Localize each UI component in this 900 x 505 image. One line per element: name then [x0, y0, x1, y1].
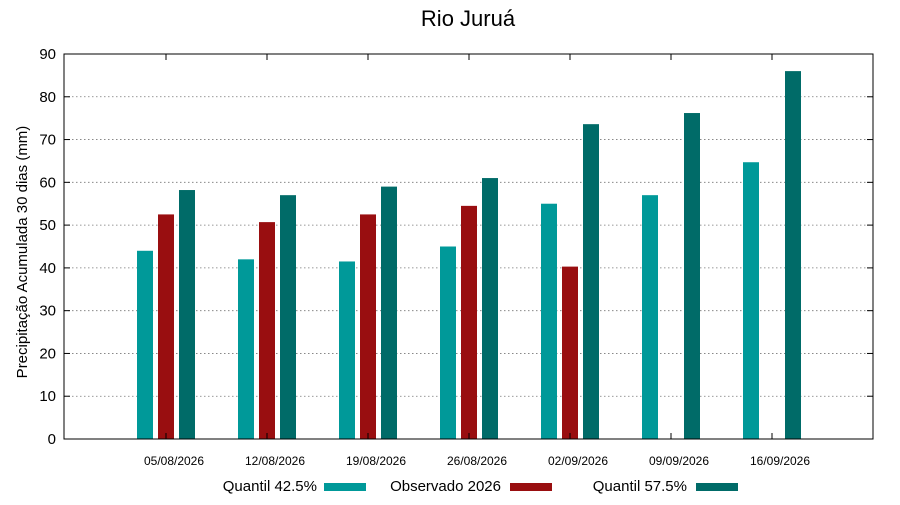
x-tick-label: 26/08/2026 [447, 454, 507, 468]
chart-title: Rio Juruá [421, 6, 516, 31]
legend-swatch [510, 483, 552, 491]
y-axis-label: Precipitação Acumulada 30 dias (mm) [14, 126, 31, 379]
y-tick-label: 80 [39, 89, 56, 106]
bar [583, 124, 599, 440]
y-tick-label: 90 [39, 46, 56, 63]
y-tick-label: 20 [39, 345, 56, 362]
x-tick-label: 16/09/2026 [750, 454, 810, 468]
bar [642, 195, 658, 439]
bar [541, 203, 557, 439]
bar [684, 113, 700, 440]
bar [381, 186, 397, 439]
bar [259, 222, 275, 439]
y-tick-label: 40 [39, 260, 56, 277]
y-tick-label: 10 [39, 388, 56, 405]
bar [179, 190, 195, 439]
bar [137, 250, 153, 439]
y-tick-label: 0 [48, 431, 56, 448]
legend-swatch [324, 483, 366, 491]
legend-label: Quantil 57.5% [593, 478, 687, 495]
bar [461, 205, 477, 439]
bar [158, 214, 174, 439]
bar [280, 195, 296, 439]
bar [743, 162, 759, 439]
bar [440, 246, 456, 439]
y-tick-label: 60 [39, 174, 56, 191]
legend: Quantil 42.5% Observado 2026 Quantil 57.5% [223, 478, 738, 495]
x-tick-label: 02/09/2026 [548, 454, 608, 468]
x-tick-label: 19/08/2026 [346, 454, 406, 468]
bar [339, 261, 355, 439]
bar [785, 71, 801, 439]
y-tick-label: 30 [39, 303, 56, 320]
legend-swatch [696, 483, 738, 491]
legend-label: Quantil 42.5% [223, 478, 317, 495]
bars [137, 71, 801, 440]
x-tick-label: 12/08/2026 [245, 454, 305, 468]
bar [482, 178, 498, 440]
x-axis: 05/08/2026 12/08/2026 19/08/2026 26/08/2026… [144, 54, 810, 468]
y-axis: 0 10 20 30 40 50 60 70 80 90 [39, 46, 873, 448]
x-tick-label: 05/08/2026 [144, 454, 204, 468]
bar [238, 259, 254, 439]
legend-label: Observado 2026 [390, 478, 501, 495]
y-tick-label: 70 [39, 132, 56, 149]
bar [562, 266, 578, 439]
y-tick-label: 50 [39, 217, 56, 234]
x-tick-label: 09/09/2026 [649, 454, 709, 468]
bar [360, 214, 376, 439]
